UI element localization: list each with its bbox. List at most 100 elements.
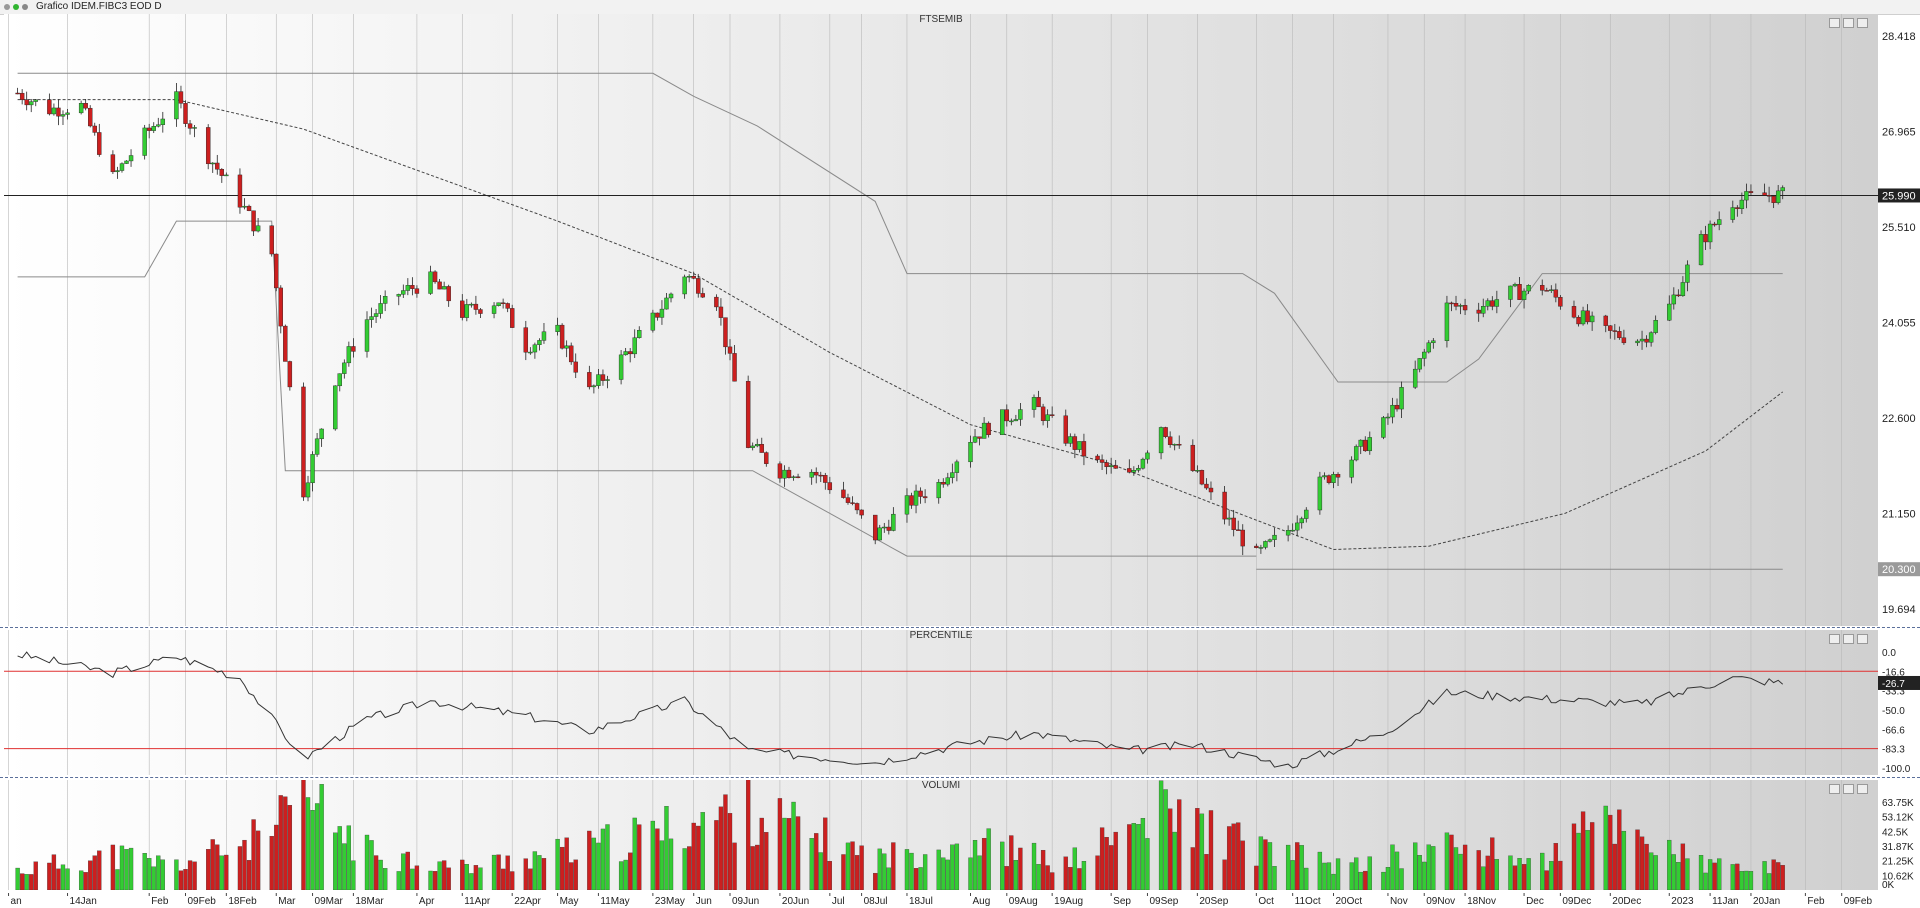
- maximize-icon[interactable]: [1843, 634, 1854, 644]
- candle-up: [623, 351, 628, 356]
- volume-bar: [623, 859, 628, 890]
- candle-down: [1095, 455, 1100, 460]
- candle-down: [1199, 470, 1205, 485]
- volume-bar: [791, 801, 796, 890]
- candle-up: [60, 114, 66, 117]
- candle-down: [723, 317, 728, 348]
- close-icon[interactable]: [1857, 634, 1868, 644]
- play-icon[interactable]: [22, 4, 28, 10]
- candle-up: [664, 297, 669, 310]
- moving-average-line: [17, 99, 1784, 551]
- candle-up: [369, 316, 374, 320]
- percentile-chart[interactable]: [4, 630, 1878, 775]
- candle-down: [745, 381, 751, 448]
- volume-bar: [441, 860, 447, 890]
- volume-bar: [532, 851, 538, 890]
- candle-down: [1177, 444, 1182, 446]
- volume-bar: [1744, 870, 1749, 890]
- candle-up: [1685, 264, 1690, 283]
- volume-bar: [78, 870, 84, 890]
- volume-bar: [1258, 836, 1264, 890]
- percentile-last-label: -26.7: [1882, 679, 1905, 690]
- minimize-icon[interactable]: [1829, 634, 1840, 644]
- candle-down: [1748, 191, 1754, 193]
- volume-chart[interactable]: [4, 780, 1878, 890]
- volume-bar: [637, 824, 642, 890]
- candle-down: [414, 288, 420, 294]
- volume-bar: [1453, 847, 1459, 890]
- candle-down: [1585, 310, 1590, 323]
- percentile-panel-title: PERCENTILE: [909, 630, 973, 641]
- maximize-icon[interactable]: [1843, 784, 1854, 794]
- candle-up: [151, 126, 156, 131]
- candle-up: [1639, 338, 1645, 342]
- candle-up: [1381, 417, 1386, 438]
- volume-bar: [1617, 809, 1622, 890]
- candle-down: [1766, 195, 1772, 197]
- time-tick-label: Mar: [278, 896, 296, 907]
- volume-bar: [410, 868, 415, 890]
- close-icon[interactable]: [1857, 18, 1868, 28]
- candle-down: [83, 103, 88, 109]
- volume-bar: [922, 854, 928, 890]
- candle-down: [700, 293, 705, 298]
- panel-separator[interactable]: [0, 627, 1920, 628]
- volume-bar: [1712, 862, 1717, 890]
- volume-bar: [1335, 858, 1341, 890]
- candle-up: [541, 331, 547, 341]
- time-tick-label: 11Jan: [1712, 896, 1739, 907]
- candle-up: [1172, 444, 1177, 446]
- volume-bar: [877, 848, 882, 890]
- candle-up: [891, 513, 896, 531]
- candle-up: [65, 112, 70, 115]
- price-tick-label: 21.150: [1882, 508, 1916, 520]
- time-tick-label: 2023: [1671, 896, 1694, 907]
- volume-bar: [242, 839, 247, 890]
- volume-bar: [759, 817, 764, 890]
- panel-separator[interactable]: [0, 777, 1920, 778]
- volume-bar: [891, 842, 896, 890]
- volume-bar: [1385, 867, 1391, 890]
- candle-up: [968, 442, 973, 463]
- volume-bar: [650, 820, 656, 890]
- volume-bar: [478, 867, 483, 890]
- volume-bar: [437, 861, 442, 890]
- price-chart[interactable]: [4, 14, 1878, 626]
- volume-panel[interactable]: VOLUMI: [4, 780, 1878, 890]
- green-dot-icon[interactable]: [13, 4, 19, 10]
- minimize-icon[interactable]: [1829, 18, 1840, 28]
- time-tick-label: 20Oct: [1335, 896, 1362, 907]
- candle-up: [119, 163, 125, 171]
- candle-up: [428, 271, 433, 294]
- volume-tick-label: 21.25K: [1882, 857, 1914, 868]
- candle-up: [1716, 219, 1722, 225]
- percentile-panel[interactable]: PERCENTILE: [4, 630, 1878, 775]
- price-panel[interactable]: FTSEMIB: [4, 14, 1878, 626]
- window-menu-icon[interactable]: [4, 4, 10, 10]
- volume-bar: [664, 806, 669, 890]
- candle-up: [1226, 517, 1232, 520]
- candle-down: [1363, 439, 1368, 452]
- candle-up: [78, 103, 84, 114]
- volume-bar: [1676, 862, 1681, 890]
- volume-bar: [605, 824, 610, 890]
- candle-up: [1263, 541, 1268, 548]
- close-icon[interactable]: [1857, 784, 1868, 794]
- volume-bar: [1099, 827, 1105, 890]
- candle-down: [1208, 487, 1214, 493]
- candle-down: [1544, 290, 1549, 292]
- volume-bar: [845, 842, 851, 890]
- price-tick-label: 26.965: [1882, 126, 1916, 138]
- maximize-icon[interactable]: [1843, 18, 1854, 28]
- minimize-icon[interactable]: [1829, 784, 1840, 794]
- volume-bar: [1458, 853, 1463, 890]
- volume-bar: [505, 855, 510, 890]
- volume-bar: [1612, 843, 1617, 890]
- candle-down: [219, 169, 225, 176]
- volume-bar: [573, 859, 578, 890]
- volume-bar: [310, 809, 315, 890]
- volume-bar: [1698, 855, 1704, 890]
- candle-down: [1104, 462, 1109, 468]
- candle-up: [950, 472, 955, 478]
- candle-up: [1412, 368, 1418, 388]
